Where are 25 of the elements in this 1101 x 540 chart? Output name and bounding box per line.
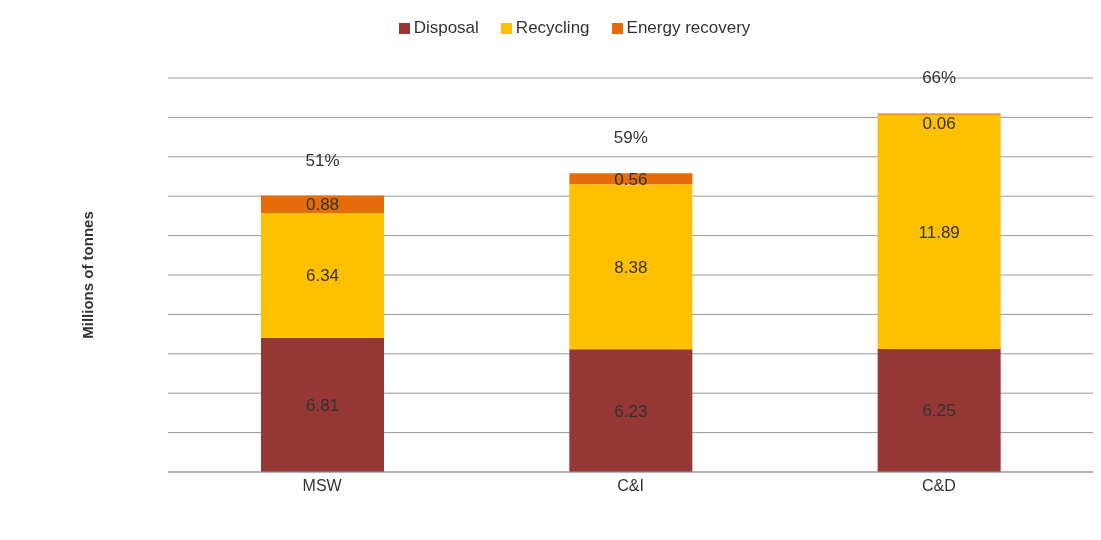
bar — [569, 349, 693, 472]
x-tick-label: C&D — [921, 477, 956, 495]
data-label: 0.56 — [614, 169, 648, 189]
bar — [877, 348, 1001, 472]
data-label: 6.34 — [305, 266, 340, 286]
x-tick-label: C&I — [617, 477, 644, 495]
bar — [877, 114, 1001, 349]
legend-label: Disposal — [413, 18, 479, 37]
data-label: 0.06 — [922, 114, 956, 134]
data-label: 6.25 — [922, 401, 956, 421]
y-axis-title: Millions of tonnes — [79, 211, 97, 339]
annotation: 51% — [305, 150, 340, 170]
data-label: 6.23 — [614, 401, 648, 421]
data-label: 6.81 — [305, 395, 340, 415]
bar — [261, 337, 384, 472]
x-tick-label: MSW — [302, 477, 343, 495]
legend-label: Energy recovery — [626, 18, 751, 37]
data-label: 11.89 — [918, 222, 960, 242]
annotation: 59% — [613, 128, 648, 148]
legend-label: Recycling — [515, 18, 590, 37]
data-label: 0.88 — [305, 195, 340, 215]
data-label: 8.38 — [614, 257, 648, 277]
text: 66% — [922, 68, 957, 88]
bar — [569, 184, 693, 350]
bar — [261, 212, 384, 338]
